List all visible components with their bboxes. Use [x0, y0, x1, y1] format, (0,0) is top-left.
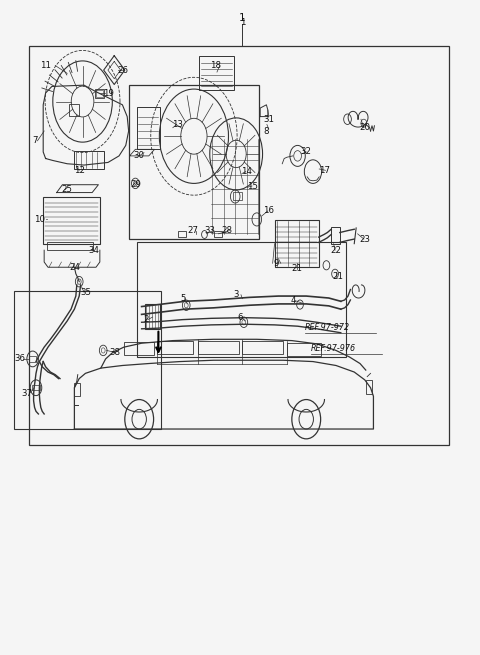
Text: 4: 4: [290, 296, 296, 305]
Bar: [275, 220, 319, 267]
Text: 14: 14: [241, 167, 252, 176]
Text: 19: 19: [103, 88, 114, 98]
Text: 26: 26: [118, 66, 129, 75]
Text: 18: 18: [210, 61, 220, 70]
Text: 21: 21: [292, 264, 303, 273]
Bar: [137, 107, 160, 149]
Text: 22: 22: [330, 246, 341, 255]
Text: 12: 12: [74, 166, 85, 175]
Bar: [74, 383, 80, 396]
Bar: [157, 341, 193, 354]
Text: 10: 10: [34, 215, 45, 224]
Text: REF.97-976: REF.97-976: [311, 344, 356, 353]
Bar: [95, 89, 104, 98]
Text: 8: 8: [263, 126, 268, 136]
Text: 1: 1: [240, 18, 245, 28]
Bar: [14, 291, 161, 429]
Text: 38: 38: [109, 348, 120, 357]
Text: 37: 37: [21, 388, 32, 398]
Bar: [287, 343, 321, 356]
Text: 34: 34: [89, 246, 100, 255]
Bar: [29, 46, 449, 445]
Bar: [96, 90, 103, 97]
Text: 24: 24: [70, 263, 81, 272]
Text: 28: 28: [221, 226, 232, 235]
Text: 17: 17: [319, 166, 330, 175]
Text: 3: 3: [233, 290, 239, 299]
Bar: [145, 304, 160, 329]
Bar: [47, 242, 93, 250]
Text: 13: 13: [172, 120, 183, 129]
Bar: [178, 231, 186, 237]
Text: 9: 9: [273, 259, 279, 268]
Text: 29: 29: [131, 180, 142, 189]
Text: 16: 16: [263, 206, 274, 215]
Bar: [69, 104, 79, 116]
Text: 32: 32: [300, 147, 311, 157]
Text: 1: 1: [239, 13, 246, 23]
Bar: [129, 85, 259, 239]
Text: 25: 25: [61, 185, 72, 195]
Bar: [242, 341, 283, 354]
Text: 36: 36: [15, 354, 25, 364]
Text: 15: 15: [247, 181, 258, 191]
Text: 31: 31: [263, 115, 274, 124]
Text: 23: 23: [359, 234, 370, 244]
Bar: [233, 192, 242, 200]
Text: 20: 20: [359, 123, 370, 132]
Text: REF.97-972: REF.97-972: [305, 323, 350, 332]
Text: 30: 30: [133, 151, 144, 160]
Text: 21: 21: [332, 272, 343, 281]
Text: 27: 27: [188, 226, 198, 235]
Text: 7: 7: [32, 136, 37, 145]
Bar: [29, 356, 36, 362]
Bar: [137, 242, 346, 357]
Bar: [74, 151, 104, 169]
Bar: [198, 341, 239, 354]
Text: 5: 5: [180, 294, 185, 303]
Bar: [199, 56, 234, 90]
Bar: [331, 227, 340, 244]
Bar: [124, 342, 154, 355]
Text: 6: 6: [238, 313, 243, 322]
Bar: [43, 196, 100, 244]
Bar: [214, 231, 222, 237]
Text: 35: 35: [81, 288, 92, 297]
Text: 2: 2: [143, 315, 148, 324]
Bar: [32, 385, 40, 390]
Bar: [366, 380, 372, 394]
Text: 33: 33: [205, 226, 216, 235]
Text: 11: 11: [40, 61, 51, 70]
